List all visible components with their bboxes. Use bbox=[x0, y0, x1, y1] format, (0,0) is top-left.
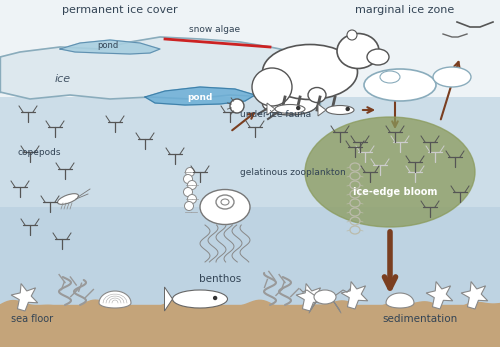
Ellipse shape bbox=[326, 105, 354, 115]
Polygon shape bbox=[267, 103, 275, 115]
Polygon shape bbox=[296, 283, 322, 311]
Text: sea floor: sea floor bbox=[11, 314, 53, 324]
Circle shape bbox=[184, 202, 194, 211]
Text: ice-edge bloom: ice-edge bloom bbox=[353, 187, 437, 197]
Text: marginal ice zone: marginal ice zone bbox=[356, 5, 454, 15]
Ellipse shape bbox=[200, 189, 250, 225]
Bar bbox=[0, 207, 500, 307]
Ellipse shape bbox=[172, 290, 228, 308]
Text: gelatinous zooplankton: gelatinous zooplankton bbox=[240, 168, 346, 177]
Circle shape bbox=[214, 296, 216, 299]
Polygon shape bbox=[99, 291, 131, 308]
Polygon shape bbox=[386, 293, 414, 308]
Polygon shape bbox=[318, 104, 326, 116]
Text: ice: ice bbox=[55, 74, 71, 84]
Bar bbox=[0, 97, 500, 307]
Ellipse shape bbox=[262, 44, 358, 100]
Ellipse shape bbox=[433, 67, 471, 87]
Text: benthos: benthos bbox=[199, 274, 241, 284]
Polygon shape bbox=[60, 40, 160, 54]
Text: under-ice fauna: under-ice fauna bbox=[240, 110, 311, 118]
Polygon shape bbox=[0, 305, 500, 347]
Circle shape bbox=[230, 99, 244, 113]
Text: permanent ice cover: permanent ice cover bbox=[62, 5, 178, 15]
Text: copepods: copepods bbox=[18, 147, 62, 156]
Bar bbox=[0, 0, 500, 117]
Circle shape bbox=[184, 175, 192, 184]
Circle shape bbox=[297, 107, 300, 110]
Ellipse shape bbox=[58, 194, 78, 204]
Ellipse shape bbox=[262, 93, 318, 115]
Circle shape bbox=[188, 180, 196, 189]
Ellipse shape bbox=[364, 69, 436, 101]
Ellipse shape bbox=[337, 34, 379, 68]
Circle shape bbox=[188, 195, 196, 203]
Text: pond: pond bbox=[188, 93, 212, 102]
Circle shape bbox=[184, 187, 192, 196]
Circle shape bbox=[346, 108, 349, 110]
Ellipse shape bbox=[347, 30, 357, 40]
Ellipse shape bbox=[314, 290, 336, 304]
Polygon shape bbox=[341, 281, 367, 309]
Polygon shape bbox=[0, 37, 320, 107]
Polygon shape bbox=[11, 283, 38, 311]
Polygon shape bbox=[426, 281, 452, 309]
Ellipse shape bbox=[275, 104, 305, 113]
Text: sedimentation: sedimentation bbox=[382, 314, 458, 324]
Ellipse shape bbox=[308, 87, 326, 102]
Ellipse shape bbox=[380, 71, 400, 83]
Text: snow algae: snow algae bbox=[190, 25, 240, 34]
Polygon shape bbox=[164, 287, 172, 311]
Ellipse shape bbox=[305, 117, 475, 227]
Ellipse shape bbox=[221, 199, 229, 205]
Text: pond: pond bbox=[98, 41, 118, 50]
Ellipse shape bbox=[252, 68, 292, 106]
Ellipse shape bbox=[367, 49, 389, 65]
Circle shape bbox=[186, 168, 194, 177]
Polygon shape bbox=[461, 281, 487, 309]
Polygon shape bbox=[145, 87, 255, 105]
